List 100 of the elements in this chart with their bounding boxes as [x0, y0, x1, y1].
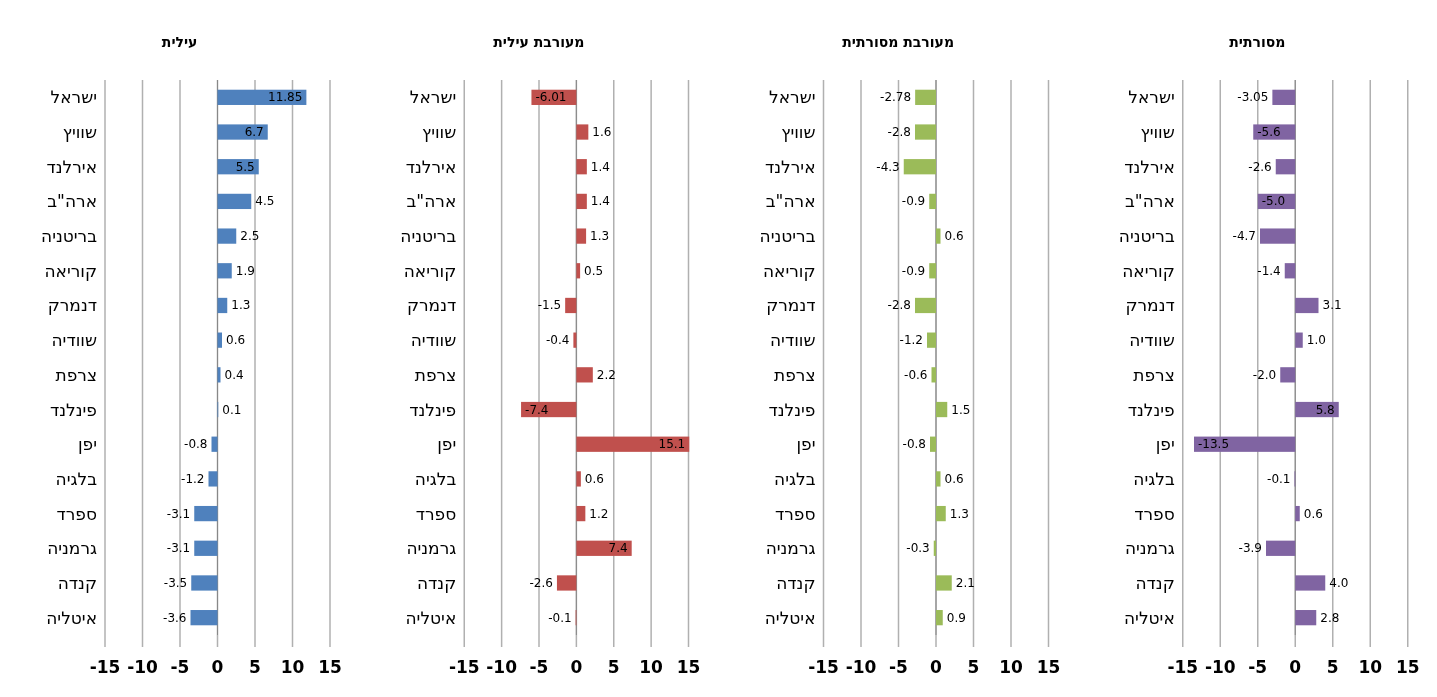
bar [211, 436, 218, 452]
chart-title: מעורבת עילית [493, 34, 585, 50]
data-label: 0.6 [1303, 506, 1323, 521]
y-tick-label: איטליה [405, 607, 457, 628]
data-label: -1.2 [899, 333, 923, 348]
x-tick-label: 5 [967, 657, 980, 677]
bar [915, 89, 936, 105]
data-label: -2.8 [887, 125, 911, 140]
y-tick-label: בלגיה [774, 468, 816, 489]
x-tick-label: 15 [1395, 657, 1420, 677]
bar [927, 332, 936, 348]
bar [576, 124, 589, 140]
bar [1280, 367, 1296, 383]
data-label: -5.0 [1261, 194, 1286, 209]
data-label: 0.6 [944, 229, 964, 244]
x-tick-label: -5 [1248, 657, 1268, 677]
data-label: 7.4 [608, 541, 628, 556]
data-label: 1.4 [590, 159, 610, 174]
bar [576, 505, 586, 522]
data-label: 5.8 [1315, 402, 1335, 417]
data-label: 1.5 [951, 402, 971, 417]
y-tick-label: איטליה [46, 607, 97, 628]
bar [576, 193, 587, 210]
y-tick-label: בלגיה [414, 468, 457, 489]
x-tick-label: 0 [930, 657, 943, 677]
y-tick-label: ישראל [769, 87, 816, 108]
y-tick-label: ספרד [56, 503, 97, 524]
y-tick-label: קוריאה [44, 260, 97, 281]
data-label: 1.3 [231, 298, 251, 313]
y-tick-label: שוויץ [421, 122, 457, 143]
bar [1275, 159, 1296, 175]
y-tick-label: צרפת [1133, 364, 1175, 385]
data-label: -5.6 [1257, 125, 1281, 140]
data-label: 2.8 [1320, 610, 1340, 625]
y-tick-label: ארה"ב [406, 191, 457, 212]
x-tick-label: -10 [127, 657, 159, 677]
y-tick-label: גרמניה [765, 538, 816, 559]
bar [194, 540, 218, 556]
bar [573, 332, 577, 348]
data-label: -2.6 [1248, 159, 1272, 174]
y-tick-label: דנמרק [406, 295, 457, 316]
data-label: 0.6 [944, 471, 964, 486]
data-label: 0.9 [946, 610, 966, 625]
data-label: 1.6 [592, 125, 612, 140]
data-label: 2.1 [955, 575, 975, 590]
x-tick-label: -10 [1204, 657, 1236, 677]
bar [208, 471, 218, 487]
data-label: -13.5 [1198, 437, 1230, 452]
bar [929, 263, 936, 279]
data-label: -3.1 [166, 506, 191, 521]
data-label: -3.9 [1238, 541, 1262, 556]
bar [217, 297, 228, 314]
x-tick-label: -15 [808, 657, 839, 677]
y-tick-label: ארה"ב [765, 191, 816, 212]
data-label: -0.9 [901, 263, 926, 278]
data-label: 2.5 [240, 229, 260, 244]
y-tick-label: קנדה [776, 572, 816, 593]
data-label: 4.0 [1329, 575, 1349, 590]
data-label: -1.4 [1257, 263, 1281, 278]
bar [1266, 540, 1296, 556]
y-tick-label: שוודיה [51, 330, 97, 351]
bar [1295, 610, 1317, 626]
y-tick-label: פינלנד [1127, 399, 1175, 420]
data-label: -0.9 [901, 194, 926, 209]
y-tick-label: צרפת [774, 364, 816, 385]
y-tick-label: אירלנד [405, 156, 457, 177]
bar [936, 228, 941, 244]
y-tick-label: בריטניה [759, 226, 816, 247]
y-tick-label: שוודיה [410, 330, 457, 351]
data-label: -1.5 [537, 298, 562, 313]
y-tick-label: שוודיה [770, 330, 816, 351]
bar [1295, 332, 1303, 348]
bar [190, 610, 218, 626]
bar [936, 471, 941, 487]
bar [565, 297, 577, 314]
y-tick-label: איטליה [764, 607, 816, 628]
y-tick-label: בריטניה [400, 226, 457, 247]
x-tick-label: 10 [639, 657, 664, 677]
y-tick-label: בלגיה [1133, 468, 1175, 489]
bar [929, 193, 936, 210]
bar [576, 367, 593, 383]
y-tick-label: גרמניה [47, 538, 97, 559]
y-tick-label: קנדה [1135, 572, 1175, 593]
bar [1295, 505, 1300, 522]
data-label: -2.0 [1252, 367, 1277, 382]
x-tick-label: -5 [889, 657, 908, 677]
data-label: -3.05 [1237, 90, 1269, 105]
y-tick-label: יפן [796, 434, 816, 455]
data-label: -1.2 [181, 471, 205, 486]
data-label: 0.6 [584, 471, 604, 486]
y-tick-label: ישראל [1128, 87, 1175, 108]
data-label: -0.1 [1267, 471, 1291, 486]
data-label: -3.5 [163, 575, 188, 590]
x-tick-label: 15 [318, 657, 342, 677]
y-tick-label: צרפת [55, 364, 97, 385]
y-tick-label: בלגיה [55, 468, 98, 489]
data-label: 2.2 [596, 367, 616, 382]
bar [217, 228, 237, 244]
bar [1260, 228, 1296, 244]
y-tick-label: יפן [1155, 434, 1175, 455]
